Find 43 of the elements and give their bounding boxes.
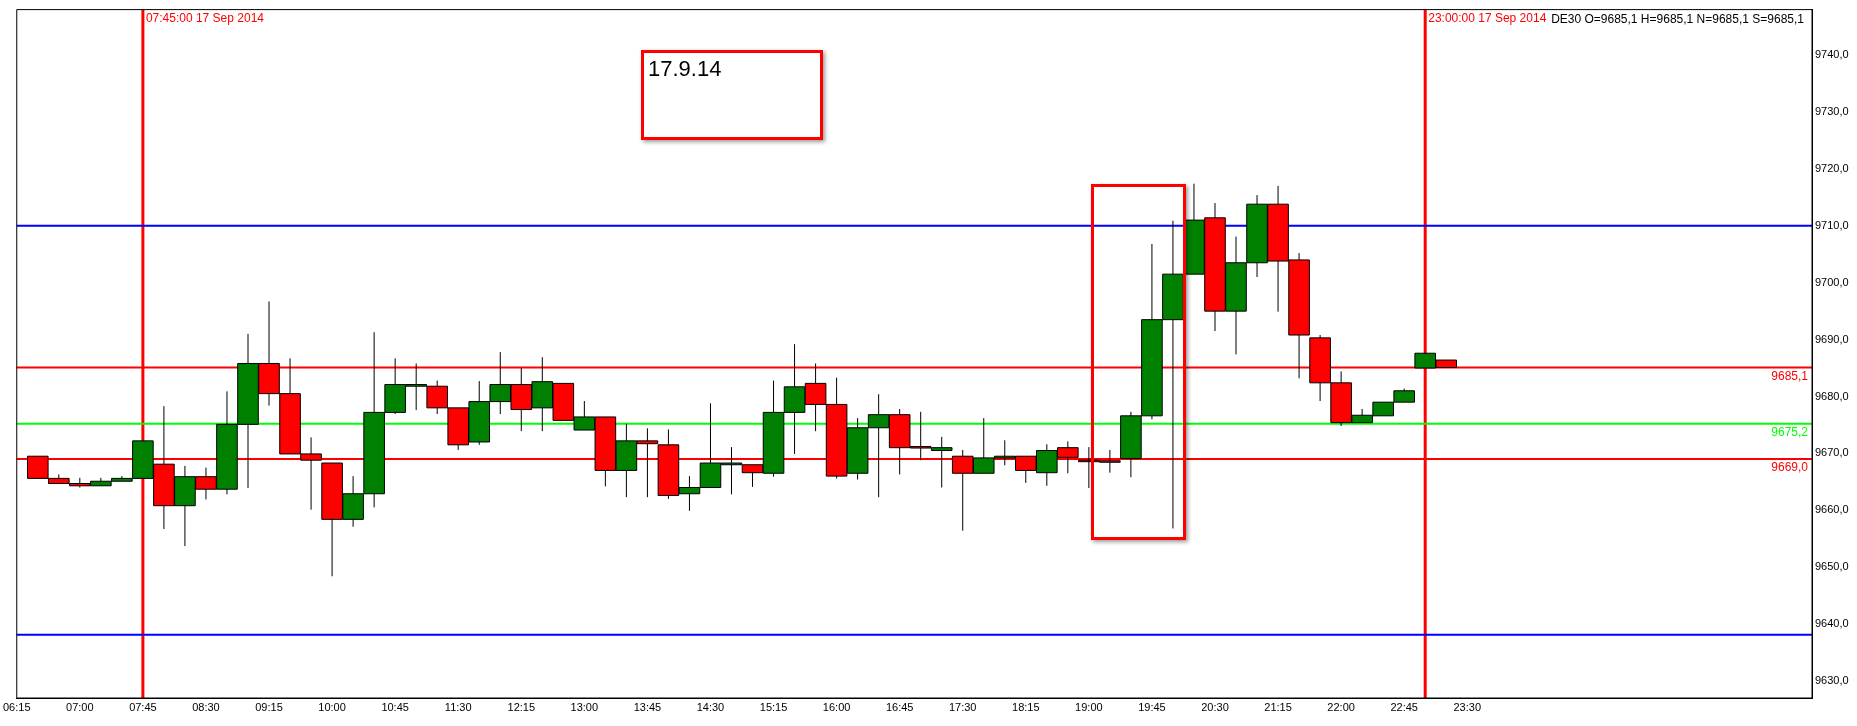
x-tick-label: 20:30 xyxy=(1201,700,1229,713)
y-tick-label: 9700,0 xyxy=(1815,275,1849,288)
ref-line-label: 9669,0 xyxy=(1771,460,1809,475)
x-tick-label: 08:30 xyxy=(192,700,220,713)
ref-line-label: 23:00:00 17 Sep 2014 xyxy=(1428,10,1547,25)
x-tick-label: 06:15 xyxy=(3,700,31,713)
y-tick-label: 9710,0 xyxy=(1815,218,1849,231)
x-tick-label: 19:45 xyxy=(1138,700,1166,713)
y-tick-label: 9670,0 xyxy=(1815,446,1849,459)
x-tick-label: 12:15 xyxy=(507,700,536,713)
x-tick-label: 16:45 xyxy=(885,700,914,713)
x-tick-label: 10:00 xyxy=(318,700,346,713)
x-tick-label: 10:45 xyxy=(381,700,409,713)
x-tick-label: 13:00 xyxy=(570,700,599,713)
x-tick-label: 15:15 xyxy=(759,700,788,713)
x-tick-label: 21:15 xyxy=(1264,700,1292,713)
x-tick-label: 07:45 xyxy=(129,700,157,713)
annotation: 17.9.14 xyxy=(648,56,722,82)
y-tick-label: 9730,0 xyxy=(1815,105,1849,118)
ref-line-label: 9675,2 xyxy=(1771,425,1809,440)
x-tick-label: 19:00 xyxy=(1075,700,1103,713)
x-tick-label: 23:30 xyxy=(1453,700,1482,713)
x-tick-label: 18:15 xyxy=(1012,700,1040,713)
x-tick-label: 09:15 xyxy=(255,700,283,713)
y-tick-label: 9720,0 xyxy=(1815,161,1849,174)
x-tick-label: 14:30 xyxy=(696,700,725,713)
ref-line-label: 9685,1 xyxy=(1771,368,1809,383)
x-tick-label: 13:45 xyxy=(633,700,662,713)
y-tick-label: 9640,0 xyxy=(1815,617,1849,630)
y-tick-label: 9630,0 xyxy=(1815,673,1849,686)
y-tick-label: 9740,0 xyxy=(1815,48,1849,61)
annotation: DE30 O=9685,1 H=9685,1 N=9685,1 S=9685,1 xyxy=(1551,11,1805,26)
x-tick-label: 16:00 xyxy=(822,700,851,713)
y-tick-label: 9680,0 xyxy=(1815,389,1849,402)
x-tick-label: 22:00 xyxy=(1327,700,1355,713)
x-tick-label: 11:30 xyxy=(444,700,472,713)
ref-line-label: 07:45:00 17 Sep 2014 xyxy=(145,10,265,25)
x-tick-label: 22:45 xyxy=(1390,700,1418,713)
y-tick-label: 9660,0 xyxy=(1815,503,1849,516)
y-tick-label: 9690,0 xyxy=(1815,332,1849,345)
y-tick-label: 9650,0 xyxy=(1815,560,1849,573)
x-tick-label: 17:30 xyxy=(948,700,977,713)
x-tick-label: 07:00 xyxy=(66,700,94,713)
